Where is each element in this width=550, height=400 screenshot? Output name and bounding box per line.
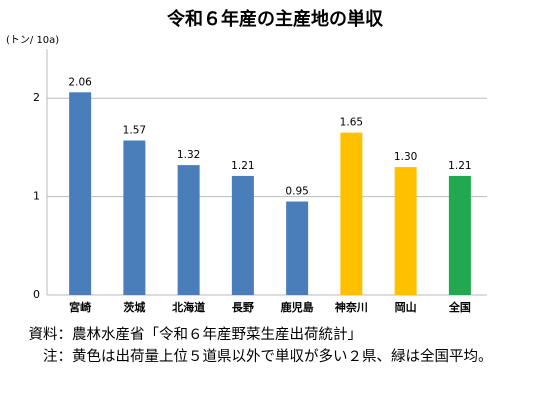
unit-label: (トン/ 10a)	[6, 35, 59, 46]
value-label: 2.06	[68, 76, 92, 88]
note-label: 資料：	[28, 327, 73, 343]
x-tick-label: 長野	[232, 301, 254, 314]
note: 資料： 農林水産省「令和６年産野菜生産出荷統計」	[6, 324, 546, 346]
value-label: 0.95	[285, 186, 308, 198]
x-tick-label: 茨城	[123, 300, 145, 314]
value-label: 1.57	[123, 125, 146, 137]
value-label: 1.21	[231, 160, 254, 172]
value-label: 1.30	[394, 151, 417, 163]
bar	[394, 167, 417, 295]
note-label: 注：	[43, 349, 72, 365]
value-label: 1.21	[448, 160, 471, 172]
y-tick-label: 0	[33, 288, 40, 301]
note-text: 農林水産省「令和６年産野菜生産出荷統計」	[72, 327, 362, 343]
y-tick-label: 1	[33, 190, 40, 203]
note-text: 黄色は出荷量上位５道県以外で単収が多い２県、緑は全国平均。	[72, 349, 493, 365]
bar	[340, 132, 363, 295]
x-tick-label: 北海道	[172, 300, 205, 314]
chart: 令和６年産の主産地の単収 (トン/ 10a) 0 1 2 宮崎 2.06 茨城 1.57 北海…	[6, 8, 487, 314]
note: 注： 黄色は出荷量上位５道県以外で単収が多い２県、緑は全国平均。	[6, 346, 546, 368]
x-tick-label: 鹿児島	[281, 300, 314, 314]
x-tick-label: 神奈川	[335, 300, 368, 314]
value-label: 1.65	[340, 117, 363, 129]
chart-title: 令和６年産の主産地の単収	[166, 8, 384, 30]
x-tick-label: 岡山	[395, 300, 417, 314]
bar	[231, 175, 254, 295]
value-label: 1.32	[177, 149, 200, 161]
bar	[69, 92, 92, 296]
bar	[286, 201, 309, 295]
x-tick-label: 宮崎	[69, 300, 91, 314]
notes: 資料： 農林水産省「令和６年産野菜生産出荷統計」 注： 黄色は出荷量上位５道県以外で単…	[6, 324, 546, 368]
y-tick-label: 2	[33, 91, 40, 104]
x-tick-label: 全国	[448, 300, 471, 314]
bar	[177, 165, 200, 295]
bar	[123, 140, 146, 295]
bar	[448, 175, 471, 295]
